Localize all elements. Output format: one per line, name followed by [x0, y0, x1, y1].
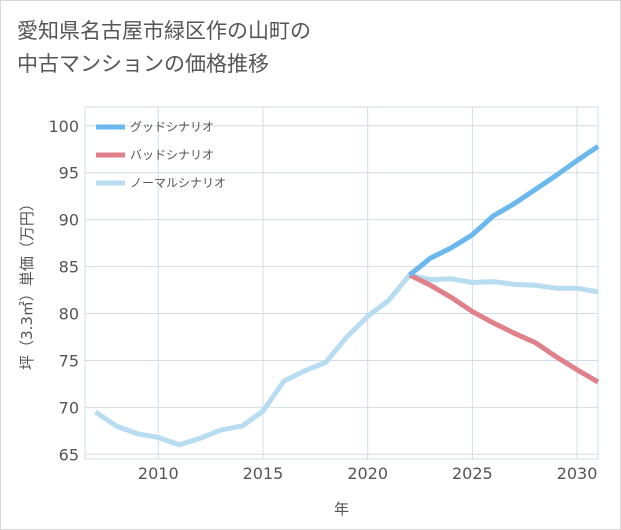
x-axis-label: 年	[334, 500, 349, 518]
chart-title: 愛知県名古屋市緑区作の山町の 中古マンションの価格推移	[17, 15, 311, 81]
y-tick-label: 95	[59, 164, 79, 183]
y-tick-label: 75	[59, 351, 79, 370]
y-tick-label: 70	[59, 398, 79, 417]
series-line-2	[94, 272, 599, 448]
plot-area	[84, 106, 599, 460]
x-tick-label: 2010	[138, 464, 179, 483]
y-tick-label: 85	[59, 258, 79, 277]
y-tick-label: 80	[59, 305, 79, 324]
x-tick-label: 2030	[557, 464, 598, 483]
series-line-1	[408, 272, 600, 385]
title-line-2: 中古マンションの価格推移	[17, 52, 269, 76]
y-axis-label: 坪（3.3㎡）単価（万円）	[18, 196, 36, 370]
x-tick-label: 2015	[243, 464, 284, 483]
y-tick-label: 90	[59, 211, 79, 230]
series-line-0	[408, 144, 600, 277]
y-tick-label: 65	[59, 445, 79, 464]
x-tick-label: 2020	[347, 464, 388, 483]
legend-label: グッドシナリオ	[130, 120, 214, 134]
legend-label: ノーマルシナリオ	[130, 176, 226, 190]
y-tick-label: 100	[48, 117, 79, 136]
title-line-1: 愛知県名古屋市緑区作の山町の	[17, 19, 311, 43]
x-tick-label: 2025	[452, 464, 493, 483]
legend-label: バッドシナリオ	[130, 148, 214, 162]
